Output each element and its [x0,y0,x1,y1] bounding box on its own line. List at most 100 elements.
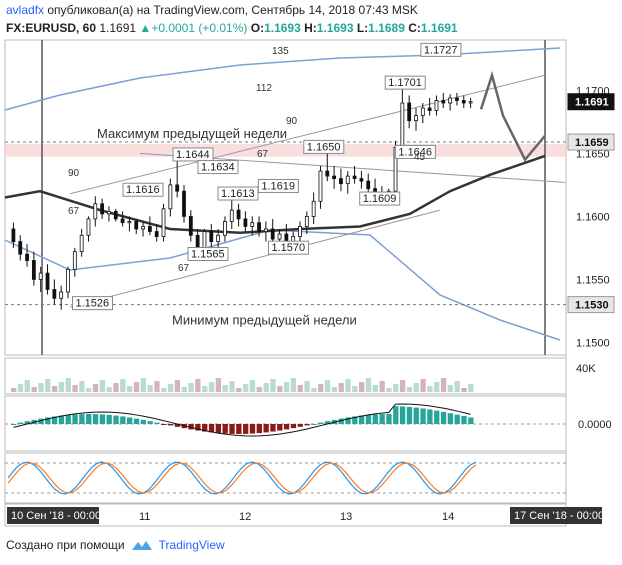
tradingview-brand[interactable]: TradingView [158,538,225,552]
macd-bar-6 [51,416,58,424]
macd-bar-1 [17,422,24,424]
price-label-box-2 [567,296,615,314]
volume-bar-39 [277,386,283,392]
macd-bar-11 [86,414,92,424]
macd-bar-21 [154,422,160,424]
macd-bar-56 [393,406,399,424]
macd-bar-57 [399,406,406,424]
volume-bar-35 [249,380,256,392]
annotation-box-8 [303,139,345,154]
price-label-box-0 [567,93,615,111]
volume-bar-53 [372,385,378,392]
annotation-box-4 [217,186,259,201]
macd-bar-14 [106,414,112,424]
fib-label-0: 135 [272,46,289,57]
macd-bar-28 [202,424,208,432]
annotation-box-11 [384,75,426,90]
time-label-box-5 [510,507,602,524]
macd-bar-33 [236,424,242,434]
macd-bar-58 [406,406,413,424]
macd-bar-31 [222,424,228,434]
candle-body-1 [18,241,23,255]
candle-body-42 [298,226,302,237]
macd-bar-32 [229,424,235,434]
volume-bar-33 [236,388,242,392]
candle-body-14 [107,210,111,215]
volume-bar-31 [222,385,228,392]
volume-bar-2 [24,380,30,392]
candle-body-23 [168,184,173,210]
candle-body-24 [175,184,180,192]
volume-bar-43 [304,381,310,392]
candle-body-33 [236,209,241,220]
macd-bar-59 [413,407,419,424]
volume-tick: 40K [576,363,596,375]
macd-bar-0 [11,424,17,425]
candle-body-35 [250,222,255,227]
volume-bar-29 [208,382,215,392]
fib-label-7: 45 [414,152,426,163]
candle-body-13 [100,203,105,215]
volume-bar-8 [65,378,71,392]
fib-label-4: 67 [68,206,80,217]
volume-bar-26 [188,383,194,392]
candle-body-37 [263,228,268,232]
volume-bar-45 [318,384,324,392]
volume-bar-64 [447,385,454,392]
volume-bar-17 [127,386,133,392]
candle-body-27 [195,234,200,249]
macd-bar-43 [304,424,310,426]
candle-body-57 [400,102,405,148]
macd-bar-39 [277,424,283,431]
macd-bar-61 [427,409,433,424]
candle-body-36 [257,222,261,232]
candle-body-50 [352,175,357,180]
macd-bar-38 [270,424,276,432]
change: +0.0001 (+0.01%) [151,21,248,35]
annotation-box-1 [122,182,164,197]
candle-body-6 [52,289,57,299]
annotation-box-0 [72,296,113,311]
volume-bar-9 [72,385,78,392]
volume-bar-60 [420,379,426,392]
volume-bar-49 [345,379,351,392]
channel-upper [69,74,546,195]
volume-bar-42 [297,385,303,392]
candle-body-64 [448,97,453,104]
channel-lower [69,209,441,308]
annotation-text-11: 1.1701 [388,77,422,89]
macd-bar-10 [79,414,85,424]
macd-bar-66 [461,416,467,424]
author-link[interactable]: avladfx [6,3,45,17]
footer: Создано при помощи TradingView [6,538,225,552]
published-text: опубликовал(а) на TradingView.com, Сентя… [47,3,418,17]
fib-label-1: 112 [256,83,272,94]
candle-body-18 [134,221,139,230]
candle-body-67 [468,101,473,104]
annotation-text-6: 1.1619 [261,180,295,192]
volume-bar-58 [406,387,413,392]
volume-bar-13 [99,380,106,392]
volume-bar-30 [215,378,222,392]
volume-bar-16 [120,379,126,392]
macd-bar-44 [311,423,317,425]
candle-body-32 [229,209,234,222]
volume-bar-23 [167,384,174,392]
macd-bar-17 [127,417,133,424]
annotation-box-7 [267,240,309,255]
volume-bar-46 [324,380,331,392]
volume-bar-50 [352,386,358,392]
symbol[interactable]: FX:EURUSD, 60 [6,21,97,35]
fib-label-2: 90 [286,116,298,127]
price-tick-3: 1.1550 [576,274,610,286]
candle-body-61 [427,107,432,111]
macd-bar-65 [454,414,460,424]
candle-body-43 [304,215,309,227]
volume-bar-18 [133,382,140,392]
volume-bar-47 [331,387,338,392]
volume-bar-32 [229,381,235,392]
symbol-line: FX:EURUSD, 60 1.1691 ▲+0.0001 (+0.01%) O… [6,21,458,35]
volume-bar-5 [45,379,51,392]
volume-bar-22 [161,388,167,392]
